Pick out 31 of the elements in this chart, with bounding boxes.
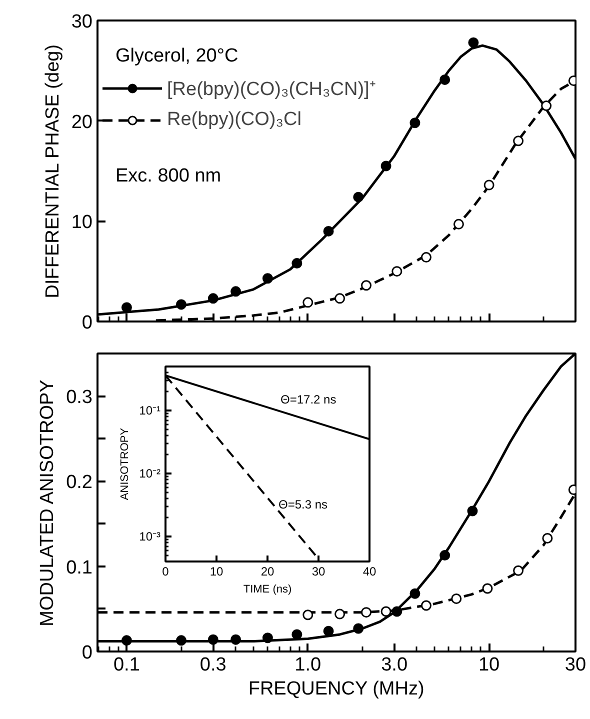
annotation: Glycerol, 20°C <box>116 46 238 66</box>
x-tick-label: 30 <box>564 654 586 676</box>
y-tick-label: 10 <box>71 212 93 234</box>
legend-label: [Re(bpy)(CO)₃(CH₃CN)]⁺ <box>167 78 376 101</box>
x-tick-label: 30 <box>312 564 326 578</box>
annotation: Exc. 800 nm <box>116 166 222 186</box>
y-tick-label: 10⁻¹ <box>139 404 161 418</box>
x-tick-label: 3.0 <box>381 654 408 676</box>
y-tick-label: 10⁻² <box>139 466 161 480</box>
legend-label: Re(bpy)(CO)₃Cl <box>167 109 302 131</box>
y-tick-label: 0.2 <box>66 472 93 494</box>
y-tick-label: 10⁻³ <box>139 529 161 544</box>
y-tick-label: 0 <box>82 312 93 334</box>
x-tick-label: 0.1 <box>113 654 140 676</box>
y-tick-label: 30 <box>71 12 93 32</box>
y-tick-label: 20 <box>71 112 93 133</box>
x-tick-label: 20 <box>260 564 274 578</box>
x-tick-label: 1.0 <box>294 654 322 676</box>
annotation: Θ=17.2 ns <box>280 392 336 406</box>
y-axis-title: ANISOTROPY <box>119 427 132 500</box>
y-tick-label: 0.3 <box>66 387 93 408</box>
y-axis-title: MODULATED ANISOTROPY <box>37 379 58 626</box>
y-axis-title: DIFFERENTIAL PHASE (deg) <box>42 44 64 298</box>
x-tick-label: 0 <box>162 564 170 578</box>
x-tick-label: 10 <box>210 564 224 578</box>
annotation: Θ=5.3 ns <box>278 498 328 512</box>
x-axis-title: TIME (ns) <box>243 584 292 596</box>
x-tick-label: 10 <box>478 654 500 676</box>
x-axis-title: FREQUENCY (MHz) <box>248 678 424 700</box>
x-tick-label: 0.3 <box>200 654 226 676</box>
x-tick-label: 40 <box>362 564 376 578</box>
